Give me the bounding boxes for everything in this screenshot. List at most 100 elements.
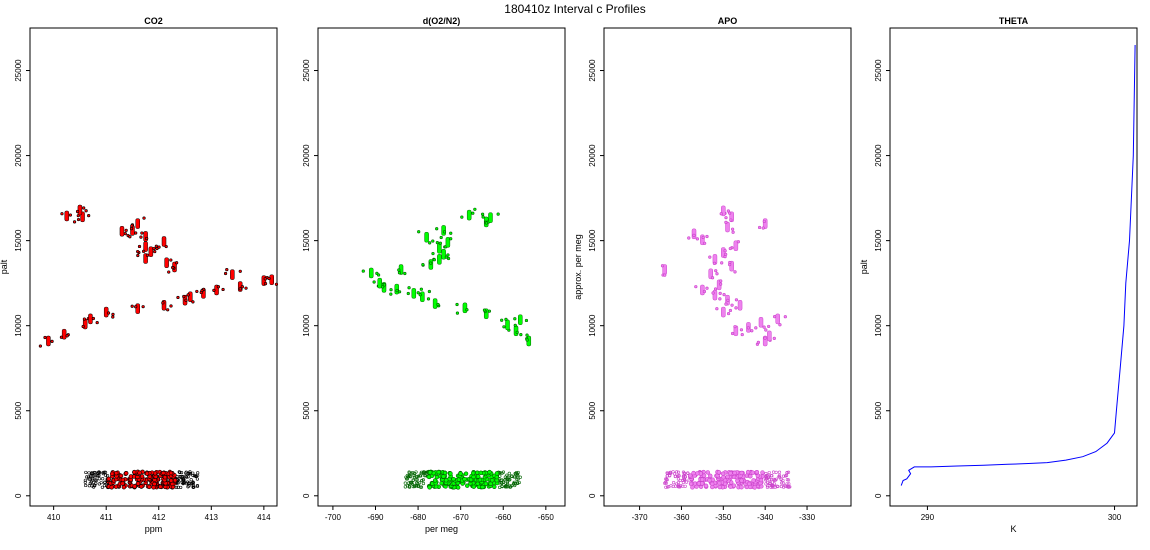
panel-theta: THETA K palt 290300310320330050001000015… <box>859 16 1138 534</box>
data-point <box>762 219 766 224</box>
data-point <box>182 478 186 482</box>
data-point <box>778 475 782 479</box>
x-tick-label: 412 <box>152 513 166 522</box>
data-point <box>135 218 140 229</box>
data-point <box>673 484 678 488</box>
data-point <box>417 474 421 478</box>
data-point <box>714 269 718 273</box>
data-point <box>91 316 95 321</box>
data-point <box>683 471 687 476</box>
data-point <box>462 476 467 482</box>
y-axis-label: palt <box>859 259 869 274</box>
data-point <box>505 473 509 477</box>
data-point <box>725 221 730 233</box>
data-point <box>719 279 723 283</box>
data-point <box>669 484 673 488</box>
data-point <box>777 470 782 474</box>
data-point <box>415 478 419 482</box>
data-point <box>441 248 446 260</box>
data-point <box>739 478 744 483</box>
data-point <box>445 237 451 248</box>
data-point <box>191 300 195 304</box>
y-tick-label: 20000 <box>588 144 597 167</box>
data-point <box>429 261 433 265</box>
data-point <box>407 484 411 488</box>
data-point <box>723 249 727 253</box>
data-point <box>432 258 436 262</box>
data-point <box>769 478 774 482</box>
data-point <box>179 471 184 475</box>
data-point <box>135 303 140 314</box>
data-point <box>263 281 268 286</box>
data-point <box>767 330 772 342</box>
data-point <box>436 470 441 475</box>
data-point <box>435 227 439 231</box>
data-point <box>716 470 722 475</box>
data-point <box>412 473 416 477</box>
data-point <box>395 289 399 293</box>
data-point <box>64 210 70 222</box>
data-point <box>435 241 439 245</box>
y-tick-label: 25000 <box>14 59 23 82</box>
data-point <box>432 478 438 483</box>
data-point <box>128 474 134 479</box>
panel-title: CO2 <box>144 16 163 26</box>
data-point <box>512 475 516 479</box>
data-point <box>516 481 520 485</box>
data-point <box>136 249 140 254</box>
data-point <box>487 309 492 313</box>
data-point <box>751 478 756 483</box>
data-point <box>686 471 690 475</box>
data-point <box>764 472 768 476</box>
data-point <box>695 237 699 241</box>
data-point <box>195 477 200 481</box>
data-point <box>111 312 115 316</box>
data-point <box>455 485 461 490</box>
data-point <box>700 477 705 482</box>
data-point <box>721 306 726 318</box>
data-point <box>406 291 410 296</box>
data-point <box>121 485 127 490</box>
data-point <box>124 471 129 476</box>
data-point <box>93 474 97 478</box>
data-point <box>446 256 451 261</box>
data-point <box>728 211 732 215</box>
data-point <box>739 328 744 332</box>
data-point <box>72 220 77 224</box>
data-point <box>724 216 728 220</box>
theta-profile-line <box>900 44 1136 486</box>
data-point <box>448 471 453 476</box>
data-point <box>449 231 453 235</box>
data-point <box>168 470 174 476</box>
data-point <box>421 263 425 267</box>
data-point <box>137 470 142 475</box>
data-point <box>507 471 511 475</box>
data-point <box>192 474 197 478</box>
x-tick-label: -350 <box>715 513 732 522</box>
data-point <box>169 258 173 262</box>
y-tick-label: 25000 <box>302 59 311 82</box>
data-point <box>382 283 387 287</box>
data-point <box>455 302 459 307</box>
data-point <box>186 293 190 297</box>
data-point <box>508 485 512 489</box>
data-point <box>516 475 520 479</box>
y-tick-label: 10000 <box>874 314 883 337</box>
data-point <box>432 298 438 309</box>
data-point <box>137 244 142 249</box>
data-point <box>512 482 516 486</box>
data-point <box>712 261 717 266</box>
data-point <box>726 298 730 302</box>
y-tick-label: 15000 <box>14 229 23 252</box>
data-point <box>136 253 140 258</box>
data-point <box>692 233 696 237</box>
data-point <box>672 481 676 485</box>
data-point <box>95 320 99 325</box>
data-point <box>500 318 504 322</box>
data-point <box>65 334 69 338</box>
data-point <box>758 317 764 328</box>
data-point <box>466 209 472 221</box>
data-point <box>678 478 682 483</box>
data-point <box>142 249 146 253</box>
